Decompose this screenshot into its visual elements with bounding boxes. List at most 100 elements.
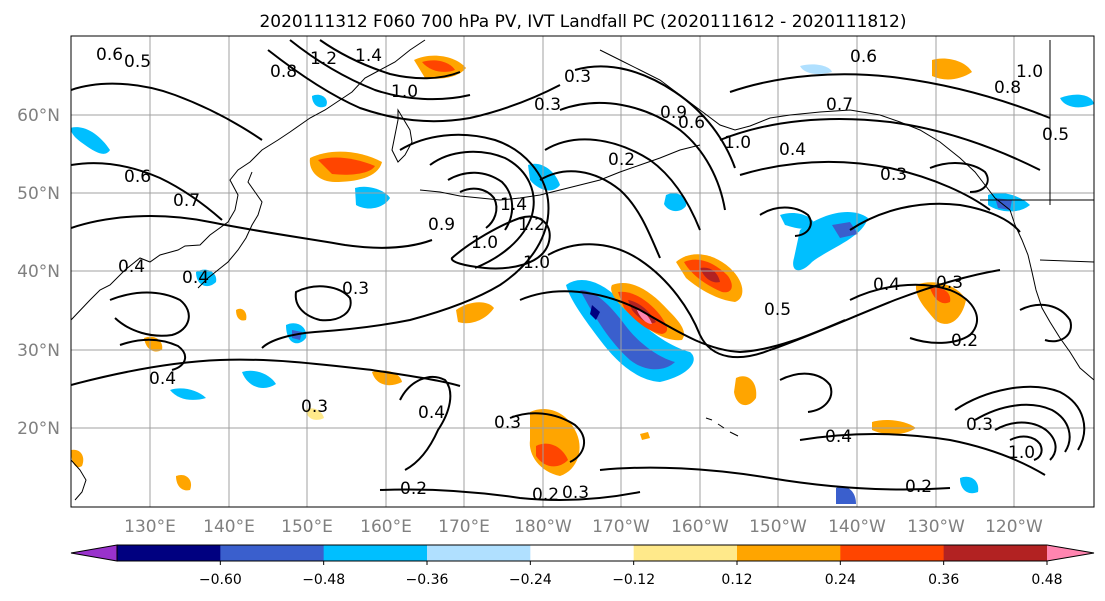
- colorbar: −0.60 −0.48 −0.36 −0.24 −0.12 0.12 0.24 0.36 0.4…: [70, 544, 1095, 588]
- ivt-positive-region: [915, 282, 966, 324]
- ivt-positive-region: [734, 376, 757, 406]
- aleutian-islands: [419, 144, 701, 201]
- colorbar-tick-label: 0.12: [721, 572, 752, 588]
- philippines-coastline: [71, 459, 87, 501]
- longitude-labels: 130°E 140°E 150°E 160°E 170°E 180°W 170°…: [124, 517, 1043, 537]
- contour-label: 0.3: [562, 483, 589, 503]
- contour-label: 0.6: [850, 47, 877, 67]
- ivt-negative-region: [664, 193, 687, 212]
- lon-label: 130°W: [907, 517, 965, 537]
- contour-label: 1.0: [1016, 62, 1043, 82]
- contour-label: 0.4: [118, 257, 145, 277]
- lat-label: 20°N: [17, 419, 60, 439]
- ivt-negative-region: [312, 94, 327, 108]
- lat-label: 60°N: [17, 106, 60, 126]
- ivt-negative-region: [960, 476, 979, 494]
- ivt-positive-region: [872, 420, 916, 435]
- ivt-pc-shading: [71, 55, 1094, 504]
- contour-label: 1.0: [1008, 443, 1035, 463]
- contour-label: 0.9: [660, 103, 687, 123]
- ivt-positive-region: [176, 474, 192, 491]
- colorbar-segment: [737, 545, 841, 561]
- north-america-west-coast: [1009, 209, 1094, 381]
- contour-label: 0.5: [1042, 125, 1069, 145]
- colorbar-tick-label: −0.24: [509, 572, 552, 588]
- pv-contours: [71, 39, 1086, 501]
- contour-label: 0.5: [764, 300, 791, 320]
- colorbar-tick-label: 0.24: [825, 572, 856, 588]
- asia-coastline: [71, 39, 426, 321]
- colorbar-segment: [530, 545, 635, 561]
- contour-label: 1.2: [518, 215, 545, 235]
- ivt-positive-region: [932, 58, 972, 80]
- colorbar-segment: [427, 545, 531, 561]
- ivt-negative-region: [1060, 94, 1094, 108]
- contour-labels: 0.6 0.5 0.8 1.2 1.4 1.0 0.3 0.3 0.2 0.6 …: [96, 45, 1069, 505]
- contour-label: 0.2: [400, 479, 427, 499]
- colorbar-tick-label: 0.48: [1031, 572, 1062, 588]
- graticule: [71, 36, 1094, 507]
- ivt-positive-region: [236, 308, 247, 321]
- contour-label: 0.6: [124, 167, 151, 187]
- contour-label: 0.2: [608, 150, 635, 170]
- contour-label: 0.3: [564, 67, 591, 87]
- colorbar-segment: [220, 545, 325, 561]
- ivt-negative-region: [800, 64, 832, 74]
- contour-label: 1.2: [310, 49, 337, 69]
- contour-label: 0.4: [149, 369, 176, 389]
- contour-label: 0.3: [534, 95, 561, 115]
- lon-label: 160°W: [671, 517, 729, 537]
- colorbar-segment: [633, 545, 738, 561]
- contour-label: 1.0: [391, 82, 418, 102]
- ivt-positive-region: [456, 302, 494, 324]
- contour-label: 0.7: [826, 95, 853, 115]
- contour-label: 0.2: [532, 485, 559, 505]
- contour-label: 0.4: [873, 275, 900, 295]
- lon-label: 150°E: [281, 517, 333, 537]
- colorbar-segment: [323, 545, 428, 561]
- colorbar-segment: [943, 545, 1048, 561]
- ivt-negative-region: [71, 127, 110, 154]
- lon-label: 170°W: [592, 517, 650, 537]
- lat-label: 40°N: [17, 262, 60, 282]
- kamchatka-coastline: [391, 108, 413, 163]
- contour-label: 0.3: [966, 415, 993, 435]
- lon-label: 140°W: [828, 517, 886, 537]
- contour-label: 0.3: [494, 413, 521, 433]
- contour-label: 1.4: [500, 195, 527, 215]
- lon-label: 130°E: [124, 517, 176, 537]
- contour-label: 0.8: [270, 62, 297, 82]
- ivt-negative-region: [355, 186, 390, 209]
- contour-label: 0.6: [96, 45, 123, 65]
- lon-label: 170°E: [438, 517, 490, 537]
- contour-label: 1.0: [471, 233, 498, 253]
- contour-label: 1.0: [523, 253, 550, 273]
- ivt-negative-core: [580, 290, 675, 370]
- latitude-labels: 60°N 50°N 40°N 30°N 20°N: [17, 106, 60, 439]
- figure-title: 2020111312 F060 700 hPa PV, IVT Landfall…: [259, 12, 906, 32]
- lon-label: 180°W: [514, 517, 572, 537]
- contour-label: 0.3: [342, 279, 369, 299]
- colorbar-segments: [71, 545, 1094, 561]
- ivt-negative-region: [242, 370, 276, 388]
- colorbar-tick-label: 0.36: [928, 572, 959, 588]
- lon-label: 160°E: [360, 517, 412, 537]
- lon-label: 150°W: [749, 517, 807, 537]
- lon-label: 120°W: [985, 517, 1043, 537]
- lat-label: 30°N: [17, 341, 60, 361]
- contour-label: 0.5: [124, 52, 151, 72]
- colorbar-tick-label: −0.48: [302, 572, 345, 588]
- ivt-positive-region: [305, 408, 324, 420]
- contour-label: 0.4: [779, 140, 806, 160]
- contour-label: 0.8: [994, 78, 1021, 98]
- lat-label: 50°N: [17, 184, 60, 204]
- ivt-positive-region: [640, 432, 650, 440]
- ivt-negative-region: [836, 486, 856, 504]
- ivt-negative-region: [170, 388, 206, 400]
- contour-label: 0.3: [936, 273, 963, 293]
- borders: [980, 40, 1094, 263]
- colorbar-segment: [117, 545, 221, 561]
- colorbar-tick-label: −0.12: [612, 572, 655, 588]
- contour-label: 0.4: [825, 427, 852, 447]
